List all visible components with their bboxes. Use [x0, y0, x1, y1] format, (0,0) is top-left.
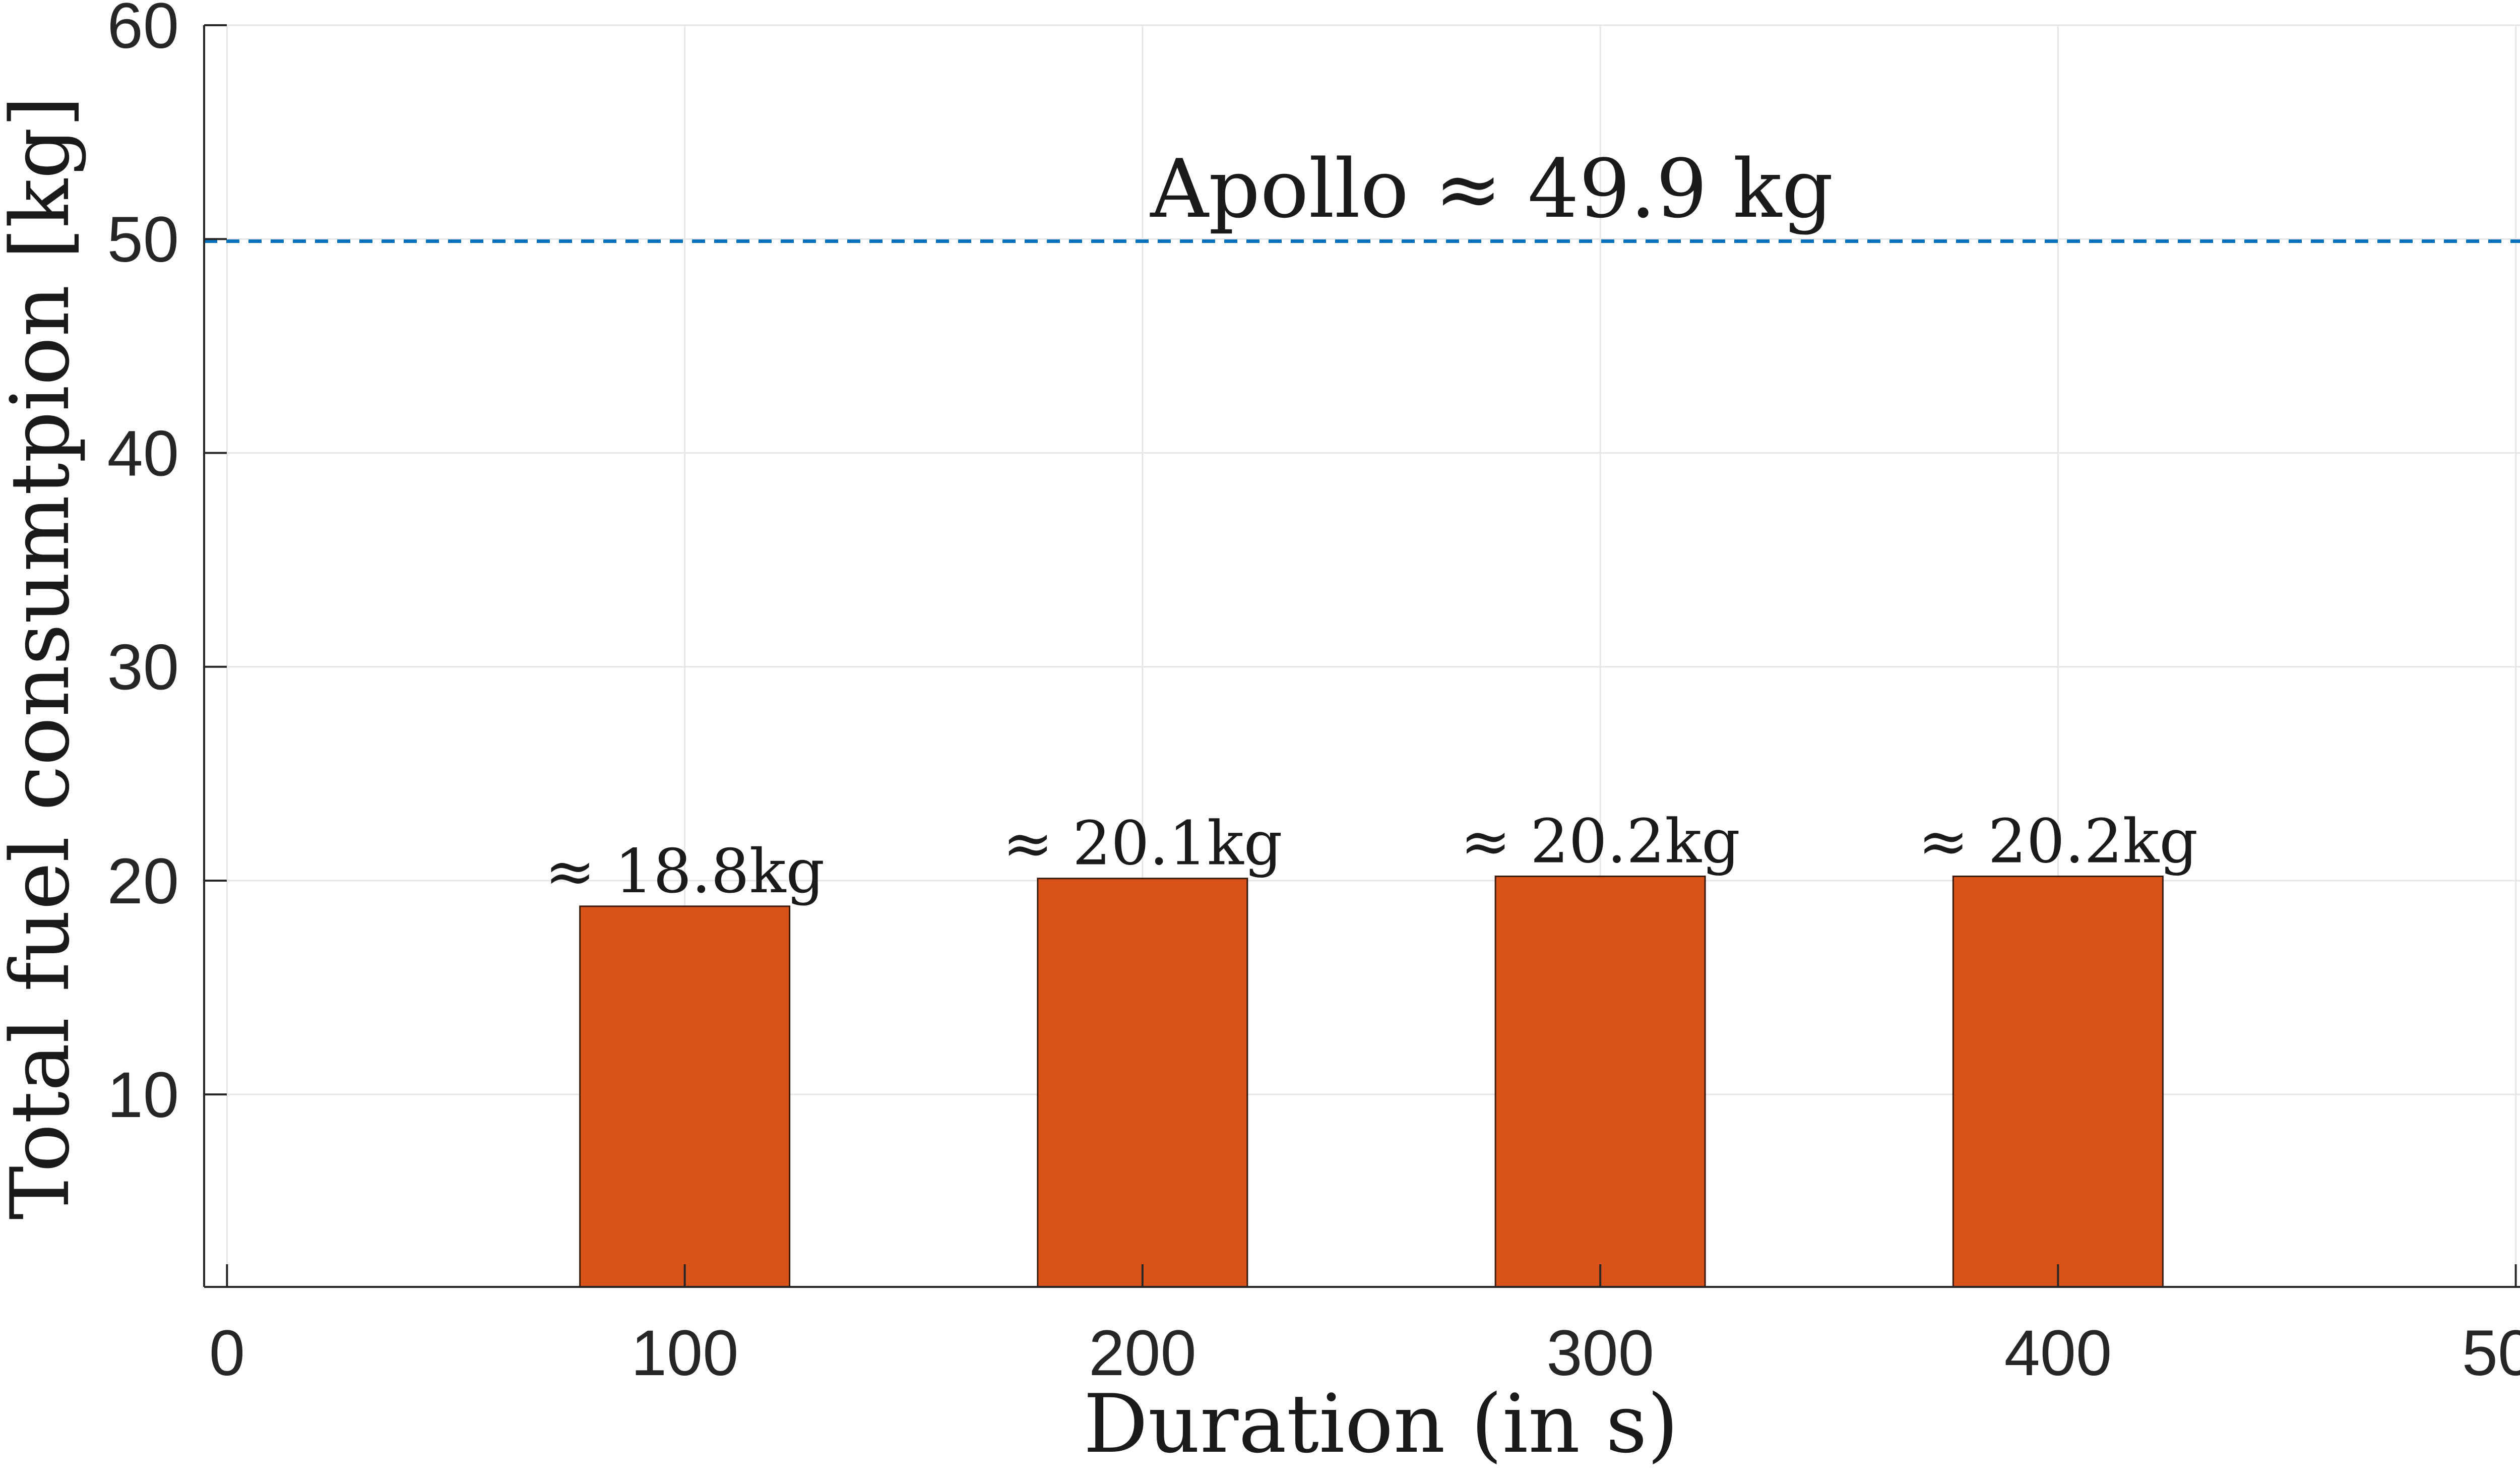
labels-layer: Duration (in s) Total fuel consumtpion [… — [0, 96, 1834, 1471]
bar — [1494, 875, 1706, 1288]
y-tick-label: 50 — [107, 204, 179, 276]
reference-line-label: Apollo ≈ 49.9 kg — [1150, 142, 1833, 236]
x-tick-label: 300 — [1546, 1317, 1654, 1389]
y-tick-label: 30 — [107, 632, 179, 704]
bar — [1952, 875, 2164, 1288]
x-tick-label: 200 — [1089, 1317, 1196, 1389]
bar-value-label: ≈ 20.2kg — [1460, 807, 1740, 877]
bar-value-label: ≈ 20.1kg — [1002, 809, 1282, 879]
y-tick-label: 40 — [107, 417, 179, 489]
bar — [1037, 878, 1248, 1288]
y-tick-label: 20 — [107, 845, 179, 917]
y-tick-label: 10 — [107, 1059, 179, 1131]
x-axis-label: Duration (in s) — [1084, 1377, 1679, 1471]
bar-value-label: ≈ 18.8kg — [545, 837, 825, 907]
bar — [579, 905, 791, 1288]
y-axis-label: Total fuel consumtpion [kg] — [0, 96, 87, 1220]
x-tick-label: 100 — [631, 1317, 739, 1389]
x-tick-label: 0 — [209, 1317, 245, 1389]
bars-layer: ≈ 18.8kg ≈ 20.1kg ≈ 20.2kg ≈ 20.2kg — [545, 807, 2198, 1288]
axes-layer: 0 100 200 300 400 500 10 20 30 40 50 60 — [107, 0, 2520, 1389]
y-tick-label: 60 — [107, 0, 179, 62]
bar-value-label: ≈ 20.2kg — [1918, 807, 2198, 877]
x-tick-label: 500 — [2462, 1317, 2520, 1389]
x-tick-label: 400 — [2004, 1317, 2112, 1389]
